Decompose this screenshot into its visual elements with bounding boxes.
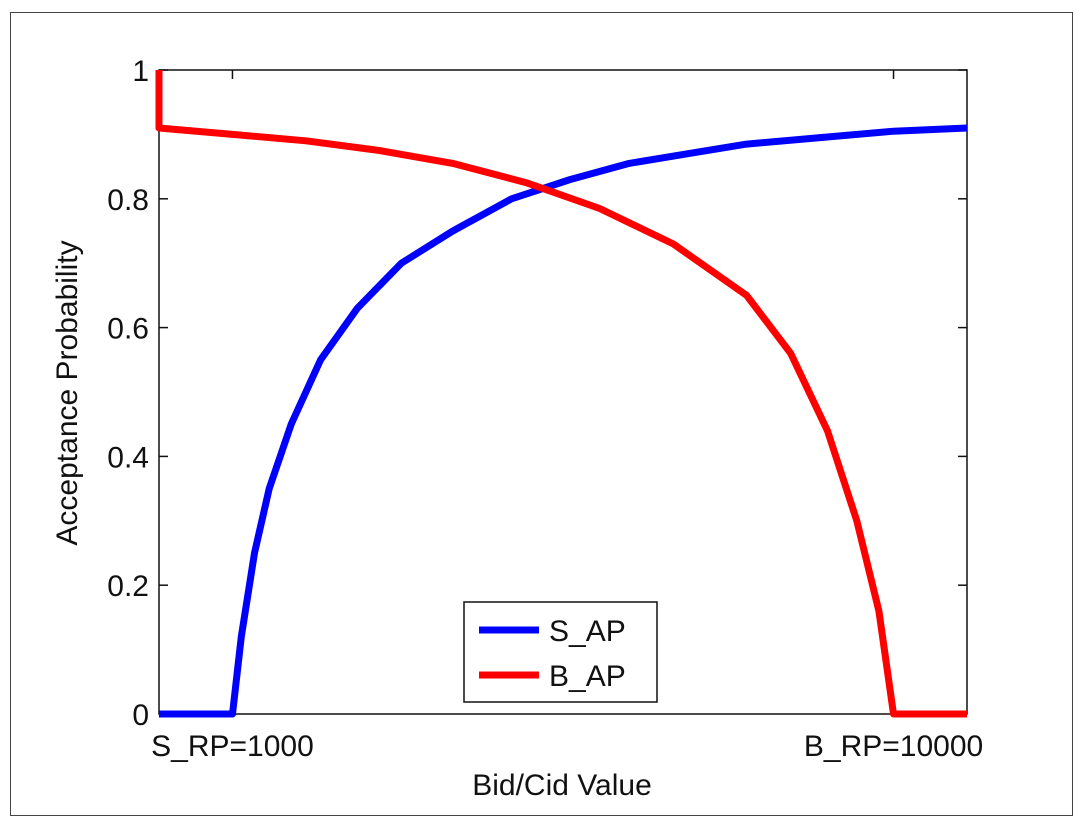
y-tick-label-3: 0.6 (107, 313, 149, 346)
figure-frame: 0 0.2 0.4 0.6 0.8 1 S_RP=1000 B_RP=10000 S_AP B… (10, 12, 1073, 816)
series-line-b-ap (155, 70, 967, 718)
y-axis-title: Acceptance Probability (51, 240, 84, 545)
y-tick-label-5: 1 (132, 55, 149, 88)
legend-box (463, 601, 658, 703)
series-line-s-ap (159, 124, 968, 718)
y-tick-label-2: 0.4 (107, 441, 149, 474)
plot-area-box (158, 69, 968, 715)
x-tick-label-1: B_RP=10000 (804, 730, 983, 763)
x-tick-label-0: S_RP=1000 (151, 730, 314, 763)
y-tick-label-0: 0 (132, 699, 149, 732)
y-tick-label-4: 0.8 (107, 184, 149, 217)
line-chart: 0 0.2 0.4 0.6 0.8 1 S_RP=1000 B_RP=10000 S_AP B… (51, 55, 983, 802)
legend-label-s-ap: S_AP (549, 615, 626, 648)
legend: S_AP B_AP (463, 601, 658, 703)
legend-label-b-ap: B_AP (549, 660, 626, 693)
x-axis-title: Bid/Cid Value (472, 769, 652, 802)
y-tick-label-1: 0.2 (107, 570, 149, 603)
